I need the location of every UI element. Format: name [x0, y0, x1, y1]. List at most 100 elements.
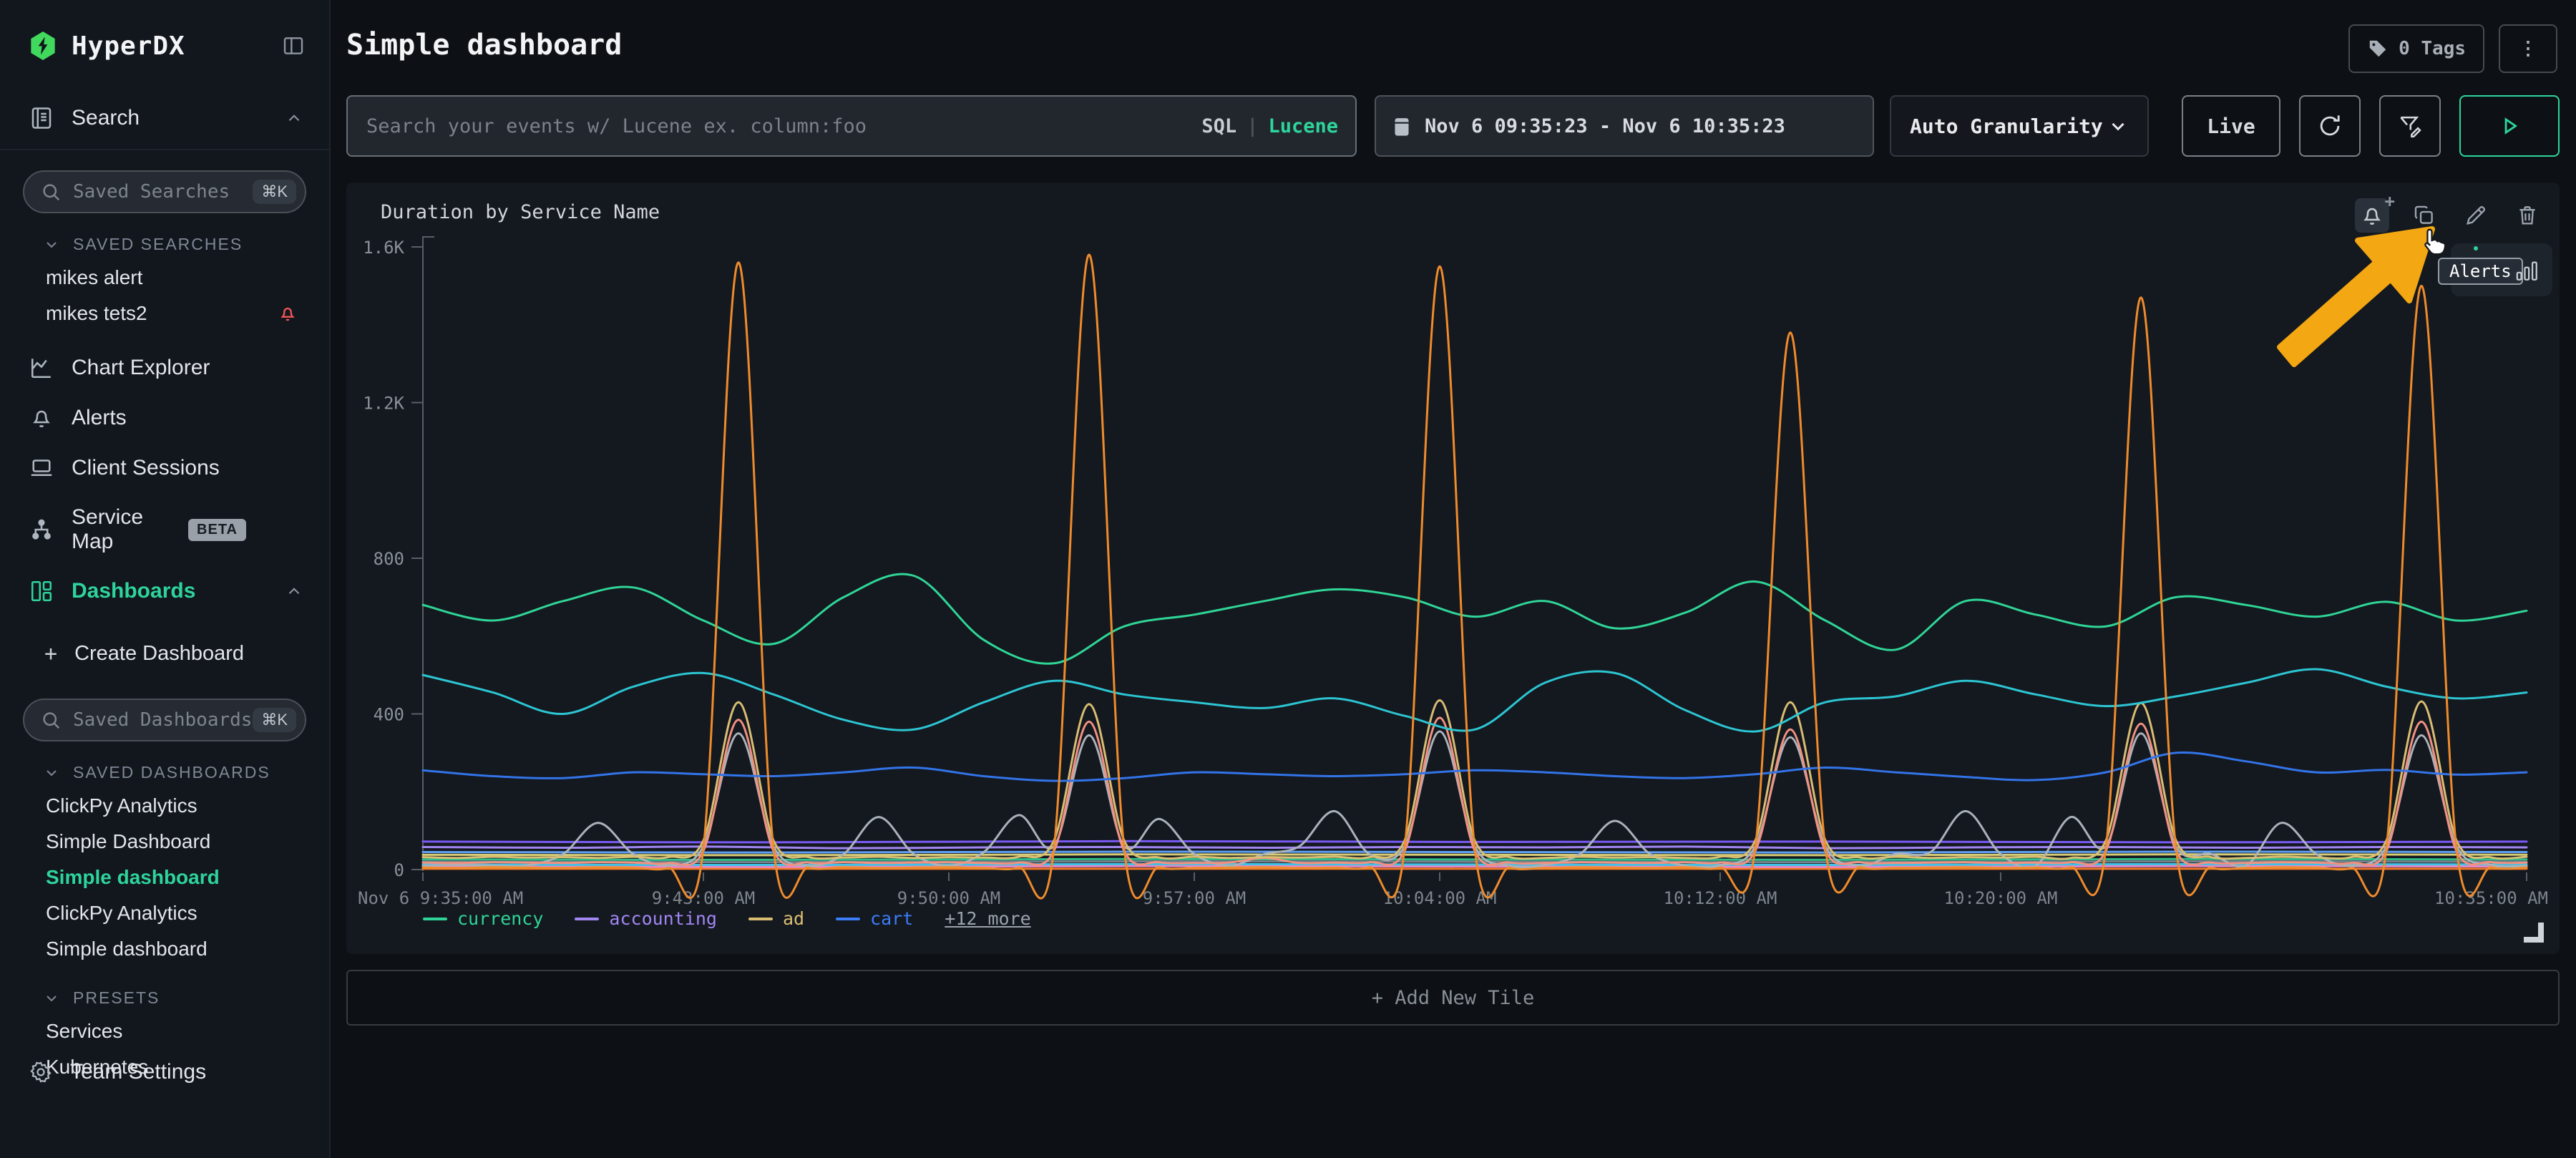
sidebar-item-dashboards[interactable]: Dashboards — [0, 566, 329, 616]
svg-text:800: 800 — [374, 549, 404, 569]
saved-searches-searchbox[interactable]: ⌘K — [23, 170, 306, 213]
add-new-tile-button[interactable]: + Add New Tile — [346, 970, 2560, 1026]
duration-chart[interactable]: 0 400 800 1.2K 1.6K Nov 6 9:35:00 AM 9:43:00 A… — [346, 183, 2560, 954]
filter-toolbar: SQL | Lucene Nov 6 09:35:23 - Nov 6 10:3… — [346, 95, 2560, 157]
saved-searches-section-header[interactable]: SAVED SEARCHES — [0, 213, 329, 260]
saved-dashboards-section-header[interactable]: SAVED DASHBOARDS — [0, 741, 329, 788]
sidebar-item-service-map[interactable]: Service Map BETA — [0, 493, 329, 566]
legend-item[interactable]: cart — [836, 908, 913, 929]
legend-label: currency — [457, 908, 544, 929]
sidebar: HyperDX Search ⌘K — [0, 0, 331, 1158]
page-title: Simple dashboard — [346, 29, 623, 62]
legend-item[interactable]: ad — [748, 908, 804, 929]
saved-dashboard-item-active[interactable]: Simple dashboard — [0, 860, 329, 895]
filter-edit-button[interactable] — [2379, 95, 2441, 157]
live-label: Live — [2207, 114, 2255, 138]
svg-text:0: 0 — [394, 860, 404, 880]
magnifier-icon — [40, 181, 62, 203]
status-dot — [2474, 246, 2478, 250]
run-query-button[interactable] — [2459, 95, 2560, 157]
saved-dashboard-label: ClickPy Analytics — [46, 902, 197, 924]
tags-button[interactable]: 0 Tags — [2348, 24, 2484, 73]
live-button[interactable]: Live — [2182, 95, 2280, 157]
collapse-sidebar-button[interactable] — [282, 34, 305, 57]
preset-item[interactable]: Services — [0, 1013, 329, 1049]
saved-dashboard-item[interactable]: Simple Dashboard — [0, 824, 329, 860]
legend-item[interactable]: currency — [423, 908, 543, 929]
sidebar-item-alerts[interactable]: Alerts — [0, 393, 329, 443]
saved-dashboard-item[interactable]: Simple dashboard — [0, 931, 329, 967]
alert-bell-icon — [278, 303, 298, 323]
dashboard-tile: Duration by Service Name + — [346, 183, 2560, 954]
tile-delete-button[interactable] — [2511, 199, 2544, 232]
saved-search-label: mikes alert — [46, 266, 143, 288]
sidebar-item-team-settings[interactable]: Team Settings — [0, 1048, 329, 1096]
saved-search-item[interactable]: mikes alert — [0, 260, 329, 296]
preset-item[interactable]: Kubernetes — [0, 1049, 329, 1085]
sidebar-item-client-sessions[interactable]: Client Sessions — [0, 443, 329, 493]
saved-search-label: mikes tets2 — [46, 302, 147, 324]
sidebar-item-chart-explorer[interactable]: Chart Explorer — [0, 343, 329, 393]
main-content: Simple dashboard 0 Tags ⋮ SQL | Lucene — [331, 0, 2576, 1158]
app-name: HyperDX — [72, 31, 185, 61]
event-search-box[interactable]: SQL | Lucene — [346, 95, 1357, 157]
saved-dashboard-item[interactable]: ClickPy Analytics — [0, 895, 329, 931]
legend-more[interactable]: +12 more — [945, 908, 1031, 929]
funnel-pencil-icon — [2396, 112, 2424, 140]
sidebar-item-label: Chart Explorer — [72, 356, 210, 379]
lucene-mode-toggle[interactable]: Lucene — [1268, 115, 1338, 137]
mode-divider: | — [1246, 115, 1259, 137]
chevron-down-icon — [2107, 115, 2129, 137]
shortcut-badge: ⌘K — [253, 708, 296, 732]
event-search-input[interactable] — [365, 114, 1202, 138]
saved-search-item[interactable]: mikes tets2 — [0, 296, 329, 331]
time-range-picker[interactable]: Nov 6 09:35:23 - Nov 6 10:35:23 — [1375, 95, 1874, 157]
saved-searches-input[interactable] — [72, 180, 253, 203]
legend-swatch — [423, 917, 447, 920]
saved-dashboard-label: Simple Dashboard — [46, 830, 211, 852]
legend-label: accounting — [609, 908, 717, 929]
saved-dashboard-label: Simple dashboard — [46, 866, 220, 888]
legend-swatch — [575, 917, 600, 920]
svg-text:1.2K: 1.2K — [363, 394, 404, 414]
chart-legend: currency accounting ad cart +12 more — [423, 908, 1031, 929]
more-options-button[interactable]: ⋮ — [2499, 24, 2557, 73]
play-icon — [2497, 114, 2522, 138]
dashboards-icon — [29, 578, 54, 604]
granularity-select[interactable]: Auto Granularity — [1890, 95, 2149, 157]
chevron-down-icon — [43, 236, 60, 253]
alerts-tooltip: Alerts — [2438, 243, 2552, 296]
line-chart-icon — [29, 355, 54, 381]
pencil-icon — [2464, 203, 2488, 228]
legend-swatch — [836, 917, 861, 920]
granularity-value: Auto Granularity — [1910, 114, 2103, 138]
saved-dashboards-input[interactable] — [72, 709, 253, 731]
gear-icon — [29, 1060, 53, 1084]
saved-dashboards-searchbox[interactable]: ⌘K — [23, 699, 306, 741]
saved-dashboard-item[interactable]: ClickPy Analytics — [0, 788, 329, 824]
section-label: SAVED DASHBOARDS — [73, 763, 270, 782]
alerts-tooltip-label: Alerts — [2438, 258, 2523, 285]
sidebar-item-search[interactable]: Search — [0, 93, 329, 143]
legend-item[interactable]: accounting — [575, 908, 717, 929]
tile-edit-button[interactable] — [2459, 199, 2492, 232]
svg-text:9:50:00 AM: 9:50:00 AM — [897, 888, 1001, 908]
svg-text:10:12:00 AM: 10:12:00 AM — [1664, 888, 1777, 908]
hyperdx-logo-icon — [29, 30, 57, 62]
refresh-button[interactable] — [2299, 95, 2361, 157]
preset-label: Services — [46, 1020, 123, 1042]
section-label: PRESETS — [73, 988, 160, 1007]
sidebar-divider — [0, 149, 329, 150]
trash-icon — [2515, 203, 2540, 228]
sql-mode-toggle[interactable]: SQL — [1201, 115, 1237, 137]
tags-label: 0 Tags — [2399, 38, 2466, 59]
preset-label: Kubernetes — [46, 1056, 149, 1078]
svg-text:10:35:00 AM: 10:35:00 AM — [2434, 888, 2548, 908]
bell-plus-icon — [2359, 203, 2385, 228]
presets-section-header[interactable]: PRESETS — [0, 967, 329, 1013]
journal-search-icon — [29, 105, 54, 131]
tile-duplicate-button[interactable] — [2408, 199, 2441, 232]
sidebar-item-label: Dashboards — [72, 579, 196, 603]
tile-resize-handle[interactable] — [2524, 923, 2544, 943]
create-dashboard-button[interactable]: + Create Dashboard — [0, 629, 329, 678]
